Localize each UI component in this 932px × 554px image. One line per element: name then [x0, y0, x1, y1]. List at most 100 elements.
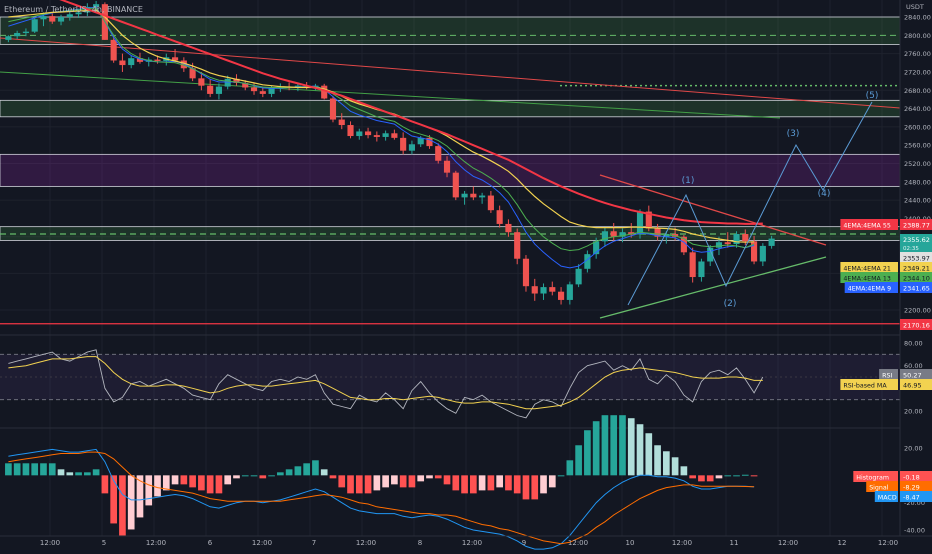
- price-badge-countdown: 02:35: [903, 246, 919, 252]
- ema13-badge-name-bg: [840, 272, 898, 283]
- time-label: 12:00: [462, 539, 482, 547]
- candle-body: [505, 223, 512, 233]
- ema13-badge-name: 4EMA:4EMA 13: [843, 276, 890, 283]
- macd-histogram-bar: [417, 475, 425, 482]
- time-label: 11: [730, 539, 739, 547]
- candle-body: [531, 286, 538, 294]
- rsi-ma-badge-value: 46.95: [903, 382, 922, 390]
- macd-histogram-bar: [531, 475, 539, 500]
- candle-body: [575, 268, 582, 285]
- candle-body: [356, 131, 363, 137]
- time-label: 6: [208, 539, 213, 547]
- macd-histogram-bar: [540, 475, 547, 494]
- macd-tick: -20.00: [904, 499, 925, 507]
- macd-badge-value-bg: [900, 491, 932, 502]
- time-label: 7: [312, 539, 316, 547]
- macd-histogram-bar: [373, 475, 381, 491]
- candle-body: [57, 17, 65, 22]
- macd-histogram-bar: [645, 433, 653, 476]
- macd-histogram-bar: [627, 418, 635, 476]
- trendlines: [0, 37, 901, 319]
- candle-body: [742, 234, 749, 242]
- signal-badge-name-bg: [866, 481, 898, 492]
- macd-histogram-bar: [162, 475, 170, 491]
- macd-histogram-bar: [663, 451, 670, 476]
- wave-label: (2): [724, 299, 737, 309]
- candle-body: [250, 87, 258, 92]
- candle-body: [619, 232, 626, 237]
- macd-histogram-bar: [329, 475, 337, 479]
- candle-body: [759, 245, 766, 262]
- macd-histogram-bar: [294, 466, 302, 476]
- candle-body: [259, 91, 266, 94]
- supply-zone-top: [0, 16, 901, 45]
- macd-histogram-bar: [171, 475, 179, 485]
- candle-body: [601, 231, 609, 242]
- candle-body: [628, 232, 635, 235]
- macd-histogram-bar: [136, 475, 144, 518]
- candle-body: [654, 228, 661, 237]
- candle-body: [75, 12, 82, 15]
- macd-histogram-bar: [180, 475, 188, 485]
- macd-histogram-bar: [198, 475, 205, 491]
- candle-body: [514, 232, 521, 259]
- time-label: 10: [626, 539, 635, 547]
- candle-body: [443, 160, 451, 173]
- candle-body: [321, 85, 328, 99]
- macd-histogram-bar: [206, 475, 214, 494]
- macd-histogram-bar: [741, 474, 749, 476]
- macd-histogram-bar: [487, 475, 495, 491]
- macd-histogram-bar: [31, 463, 39, 476]
- support-badge-value-bg: [900, 319, 932, 330]
- macd-histogram-bar: [698, 475, 705, 482]
- candle-body: [5, 36, 12, 40]
- chart-title: Ethereum / TetherUS, 4h, BINANCE: [4, 5, 143, 14]
- macd-histogram-bar: [610, 415, 618, 476]
- candle-body: [593, 241, 600, 255]
- time-label: 8: [418, 539, 422, 547]
- candle-body: [373, 135, 380, 137]
- macd-histogram-bar: [215, 475, 223, 494]
- macd-histogram-bar: [40, 463, 47, 476]
- candle-body: [435, 146, 442, 161]
- rsi-tick: 60.00: [904, 362, 923, 370]
- macd-histogram-bar: [119, 475, 126, 536]
- candle-body: [768, 238, 775, 246]
- candle-body: [93, 4, 100, 7]
- macd-tick: -40.00: [904, 527, 925, 535]
- candle-body: [207, 85, 214, 94]
- candle-body: [470, 193, 477, 198]
- macd-histogram-bar: [478, 475, 486, 491]
- rsi-badge-name-bg: [879, 369, 898, 380]
- macd-histogram-bar: [382, 475, 389, 488]
- macd-histogram-bar: [364, 475, 372, 494]
- candle-body: [110, 39, 117, 61]
- macd-histogram-bar: [426, 475, 433, 479]
- macd-histogram-bar: [680, 466, 688, 476]
- macd-histogram-bar: [399, 475, 407, 488]
- macd-histogram-bar: [724, 475, 732, 477]
- level-badge-bg: [900, 252, 932, 263]
- candle-body: [189, 68, 196, 79]
- signal-badge-name: Signal: [869, 485, 889, 492]
- zone-mid: [0, 99, 901, 118]
- price-tick: 2840.00: [904, 14, 931, 22]
- price-tick: 2200.00: [904, 307, 931, 315]
- rsi-ma-badge-value-bg: [900, 379, 932, 390]
- hist-badge-name-bg: [853, 471, 898, 482]
- macd-histogram-bar: [259, 475, 267, 479]
- candle-body: [224, 78, 231, 87]
- macd-histogram-bar: [470, 475, 477, 494]
- ema13-badge-value-bg: [900, 272, 932, 283]
- price-tick: 2560.00: [904, 142, 931, 150]
- price-tick: 2480.00: [904, 178, 931, 186]
- macd-histogram-bar: [5, 463, 12, 476]
- candle-body: [242, 82, 249, 88]
- wave-label: (3): [787, 129, 800, 139]
- candle-body: [584, 254, 591, 269]
- macd-pane: [5, 415, 758, 550]
- macd-histogram-bar: [584, 430, 591, 476]
- triangle-support: [599, 256, 827, 319]
- macd-histogram-bar: [522, 475, 530, 500]
